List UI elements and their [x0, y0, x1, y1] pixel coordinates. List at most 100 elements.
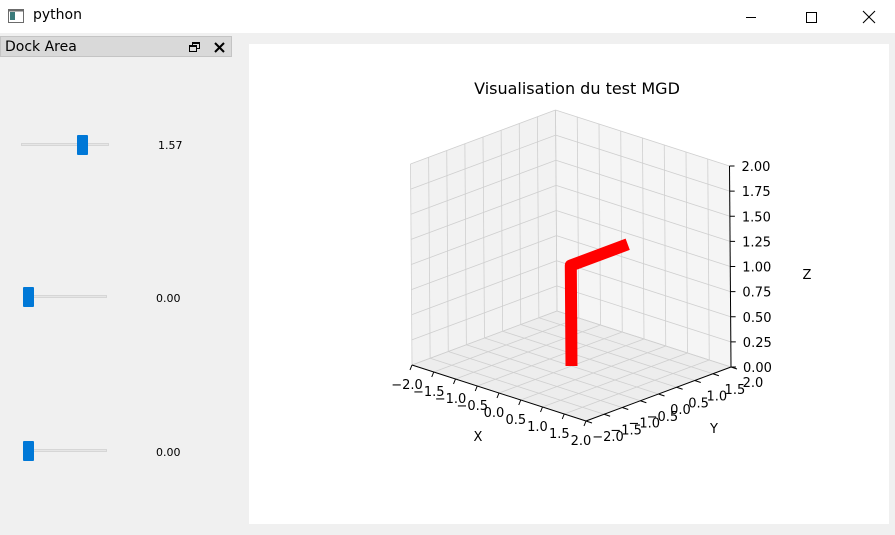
grid-line-wall-z: [411, 235, 557, 290]
x-tick-label: 1.0: [527, 420, 548, 435]
close-icon: [213, 41, 225, 53]
grid-line-back-z: [555, 134, 730, 192]
z-tick-label: 0.25: [743, 336, 772, 351]
x-tick-label: 1.5: [549, 427, 570, 442]
grid-line-wall-z: [411, 260, 557, 316]
y-tick-label: −2.0: [592, 430, 624, 445]
plot-canvas[interactable]: −2.0 −1.5 −1.0 −0.5 0.0 0.5 1.0 1.5 2.0 −2.0 −1.5−…: [249, 44, 889, 524]
x-axis-label: X: [474, 430, 483, 445]
grid-line-back-z: [555, 109, 730, 167]
x-tick-label: 2.0: [571, 434, 592, 449]
y-tick-mark: [676, 386, 683, 390]
dock-float-button[interactable]: [186, 39, 202, 55]
x-tick-label: 0.0: [484, 406, 505, 421]
y-tick-mark: [622, 407, 629, 410]
window-titlebar: python: [0, 0, 895, 33]
close-button[interactable]: [845, 0, 893, 33]
grid-line-wall-z: [410, 134, 556, 190]
arm-line: [564, 238, 630, 367]
grid-line-floor-y: [520, 324, 695, 381]
grid-line-back-z: [555, 184, 731, 242]
grid-line-back-z: [555, 159, 730, 217]
y-tick-label: −1.0: [629, 417, 661, 432]
y-tick-label: −0.5: [647, 410, 679, 425]
x-tick-label: −0.5: [457, 399, 489, 414]
x-tick-mark: [496, 392, 500, 399]
slider-handle[interactable]: [77, 135, 88, 155]
z-tick-label: 0.75: [742, 286, 771, 301]
x-tick-mark: [561, 413, 565, 420]
chart-title: Visualisation du test MGD: [474, 79, 680, 98]
grid-line-floor-y: [430, 357, 605, 415]
y-tick-mark: [640, 400, 647, 404]
grid-line-wall-z: [411, 210, 557, 265]
grid-line-back-z: [556, 260, 731, 318]
grid-line-wall-z: [410, 159, 557, 215]
minimize-button[interactable]: [727, 0, 775, 33]
x-tick-label: −1.0: [435, 392, 467, 407]
dock-title: Dock Area: [5, 39, 77, 55]
data-series: [564, 238, 630, 367]
dock-header[interactable]: Dock Area: [0, 36, 232, 57]
y-tick-label: −1.5: [610, 423, 642, 438]
dock-close-button[interactable]: [211, 39, 227, 55]
float-icon: [188, 41, 200, 52]
y-tick-mark: [585, 420, 593, 424]
slider-handle[interactable]: [23, 287, 34, 307]
x-tick-mark: [540, 406, 543, 413]
z-tick-label: 1.00: [742, 261, 771, 276]
joint-3-slider[interactable]: [23, 440, 107, 462]
y-tick-mark: [658, 393, 665, 397]
grid-line-back-z: [556, 285, 731, 343]
z-tick-label: 2.00: [742, 160, 771, 175]
x-tick-label: 0.5: [505, 413, 526, 428]
x-tick-mark: [453, 378, 456, 385]
joint-2-value: 0.00: [156, 292, 181, 305]
grid-line-back-z: [556, 310, 732, 368]
z-tick-label: 1.50: [742, 210, 771, 225]
x-tick-mark: [518, 399, 522, 406]
grid-line-wall-z: [411, 310, 558, 366]
joint-2-slider[interactable]: [23, 286, 107, 308]
z-tick-label: 0.00: [743, 361, 772, 376]
y-tick-label: 1.5: [725, 383, 746, 398]
grid-line-wall-z: [410, 109, 556, 165]
slider-groove: [23, 295, 107, 298]
slider-handle[interactable]: [23, 441, 34, 461]
joint-3-value: 0.00: [156, 446, 181, 459]
y-tick-label: 1.0: [706, 390, 727, 405]
minimize-icon: [746, 16, 756, 18]
y-tick-label: 2.0: [743, 376, 764, 391]
z-axis-label: Z: [803, 268, 812, 283]
window-title: python: [33, 7, 82, 23]
grid-line-floor-y: [466, 344, 641, 402]
joint-1-slider[interactable]: [21, 134, 109, 156]
z-tick-label: 1.75: [742, 185, 771, 200]
tick-marks: [409, 165, 738, 427]
z-tick-label: 0.50: [743, 311, 772, 326]
y-tick-label: 0.0: [670, 403, 691, 418]
z-tick-label: 1.25: [742, 235, 771, 250]
chart-3d: −2.0−1.5−1.0−0.50.0 0.5 1.0 1.5 2.0 −2.0−1.5−…: [391, 79, 812, 449]
x-tick-mark: [431, 371, 435, 378]
grid-line-back-z: [556, 210, 731, 267]
x-tick-label: −2.0: [391, 378, 423, 393]
grid-line-floor-y: [448, 351, 623, 408]
slider-groove: [23, 449, 107, 452]
maximize-button[interactable]: [787, 0, 835, 33]
y-tick-mark: [694, 380, 701, 383]
x-tick-label: −1.5: [413, 385, 445, 400]
x-tick-mark: [583, 420, 587, 427]
x-tick-mark: [474, 385, 478, 392]
close-icon: [862, 10, 876, 23]
python-window-icon: [8, 8, 24, 23]
slider-groove: [21, 143, 109, 146]
grid-line-wall-z: [411, 285, 557, 341]
grid-line-floor-y: [502, 330, 677, 388]
tick-labels: −2.0−1.5−1.0−0.50.0 0.5 1.0 1.5 2.0 −2.0−1.5−…: [391, 160, 772, 449]
x-tick-mark: [409, 364, 413, 371]
y-axis-label: Y: [709, 422, 718, 437]
y-tick-mark: [712, 373, 720, 377]
y-tick-mark: [603, 413, 611, 417]
maximize-icon: [806, 11, 817, 23]
